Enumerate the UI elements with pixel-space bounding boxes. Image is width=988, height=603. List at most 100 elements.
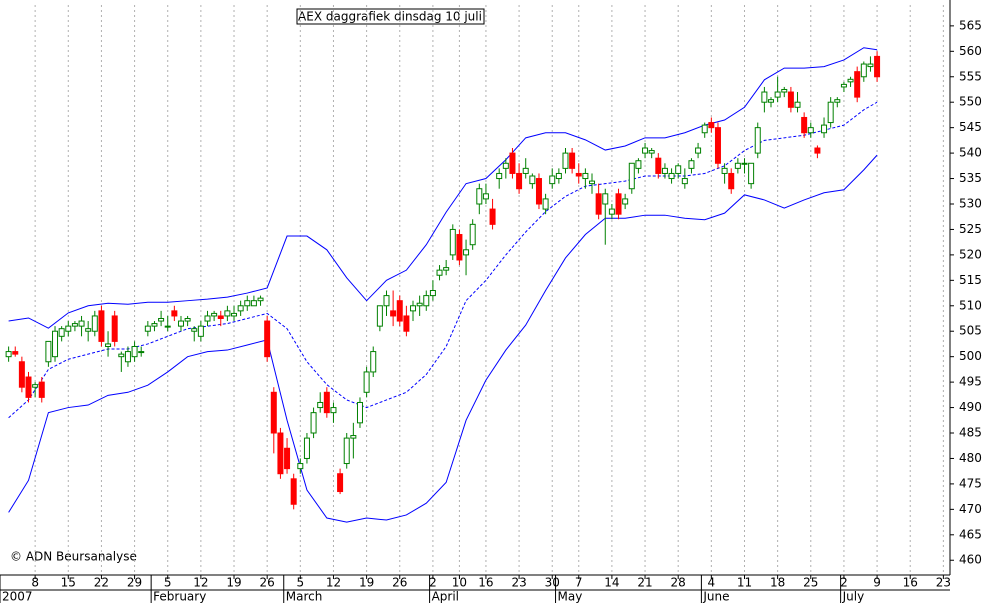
candle-body <box>569 152 576 169</box>
title-box <box>296 8 485 25</box>
candle-body <box>78 320 85 327</box>
candle-body <box>589 180 596 185</box>
candle-body <box>376 305 383 327</box>
candle-body <box>748 162 755 185</box>
chart-title: AEX daggrafiek dinsdag 10 juli <box>298 10 482 24</box>
candle-body <box>317 401 324 409</box>
candle-body <box>701 124 708 134</box>
candle-body <box>529 175 536 185</box>
candle-body <box>449 228 456 256</box>
candle-body <box>217 315 224 319</box>
candle-body <box>224 310 231 317</box>
y-tick-label: 545 <box>959 120 982 134</box>
candle-body <box>151 323 158 327</box>
candle-body <box>403 315 410 332</box>
x-tick-label: 19 <box>226 576 241 590</box>
candle-body <box>827 101 834 124</box>
candle-body <box>138 351 145 354</box>
y-tick-label: 530 <box>959 196 982 210</box>
candle-body <box>356 401 363 424</box>
candle-body <box>860 63 867 78</box>
candle-body <box>867 63 874 68</box>
candle-body <box>768 99 775 103</box>
bollinger-band <box>8 101 878 419</box>
candle-body <box>443 267 450 271</box>
candle-body <box>410 305 417 312</box>
candle-body <box>635 160 642 169</box>
candle-body <box>794 101 801 108</box>
month-label: March <box>286 590 323 603</box>
y-tick-label: 525 <box>959 222 982 236</box>
candle-body <box>5 351 12 358</box>
candle-body <box>648 150 655 154</box>
y-tick-label: 480 <box>959 451 982 465</box>
x-tick-label: 23 <box>511 576 526 590</box>
candle-body <box>721 167 728 174</box>
candle-body <box>542 198 549 210</box>
candle-body <box>144 325 151 332</box>
candle-body <box>18 361 25 388</box>
candle-body <box>363 371 370 393</box>
x-tick-label: 5 <box>164 576 172 590</box>
candle-body <box>383 295 390 307</box>
candle-body <box>71 323 78 327</box>
candle-body <box>284 447 291 470</box>
candle-body <box>171 310 178 317</box>
x-tick-label: 16 <box>903 576 918 590</box>
x-tick-label: 2 <box>840 576 848 590</box>
candle-body <box>250 300 257 307</box>
candle-body <box>111 315 118 342</box>
x-tick-label: 11 <box>737 576 752 590</box>
x-tick-label: 26 <box>260 576 275 590</box>
candle-body <box>840 83 847 88</box>
candle-body <box>781 88 788 93</box>
x-tick-label: 16 <box>478 576 493 590</box>
x-tick-label: 19 <box>359 576 374 590</box>
candle-body <box>177 320 184 327</box>
candle-body <box>675 165 682 174</box>
candle-body <box>330 407 337 414</box>
candle-body <box>801 116 808 134</box>
candle-body <box>390 310 397 317</box>
candle-body <box>681 178 688 185</box>
month-label: 2007 <box>2 590 33 603</box>
candle-body <box>761 91 768 103</box>
candle-body <box>509 152 516 174</box>
candle-body <box>257 297 264 302</box>
candle-body <box>575 172 582 177</box>
y-tick-label: 555 <box>959 69 982 83</box>
candle-body <box>516 172 523 190</box>
candle-body <box>264 320 271 358</box>
candle-body <box>787 91 794 108</box>
candle-body <box>118 353 125 358</box>
y-tick-label: 500 <box>959 349 982 363</box>
candle-body <box>754 127 761 154</box>
candle-body <box>622 198 629 205</box>
candle-body <box>164 325 171 328</box>
y-tick-label: 485 <box>959 426 982 440</box>
candle-body <box>58 328 65 337</box>
candle-body <box>158 318 165 322</box>
candle-body <box>688 160 695 169</box>
y-tick-label: 565 <box>959 18 982 32</box>
candle-body <box>854 71 861 98</box>
x-tick-label: 26 <box>392 576 407 590</box>
y-tick-label: 495 <box>959 375 982 389</box>
candle-body <box>502 162 509 169</box>
candle-body <box>124 351 131 363</box>
candle-body <box>343 437 350 465</box>
month-label: May <box>558 590 583 603</box>
candle-body <box>131 345 138 358</box>
x-tick-label: 18 <box>770 576 785 590</box>
candle-body <box>555 172 562 180</box>
y-tick-label: 550 <box>959 95 982 109</box>
candle-body <box>496 172 503 180</box>
x-tick-label: 25 <box>803 576 818 590</box>
candle-body <box>310 412 317 434</box>
candle-body <box>204 315 211 322</box>
candle-body <box>595 193 602 215</box>
x-tick-label: 10 <box>452 576 467 590</box>
y-tick-label: 505 <box>959 324 982 338</box>
candle-body <box>774 91 781 98</box>
